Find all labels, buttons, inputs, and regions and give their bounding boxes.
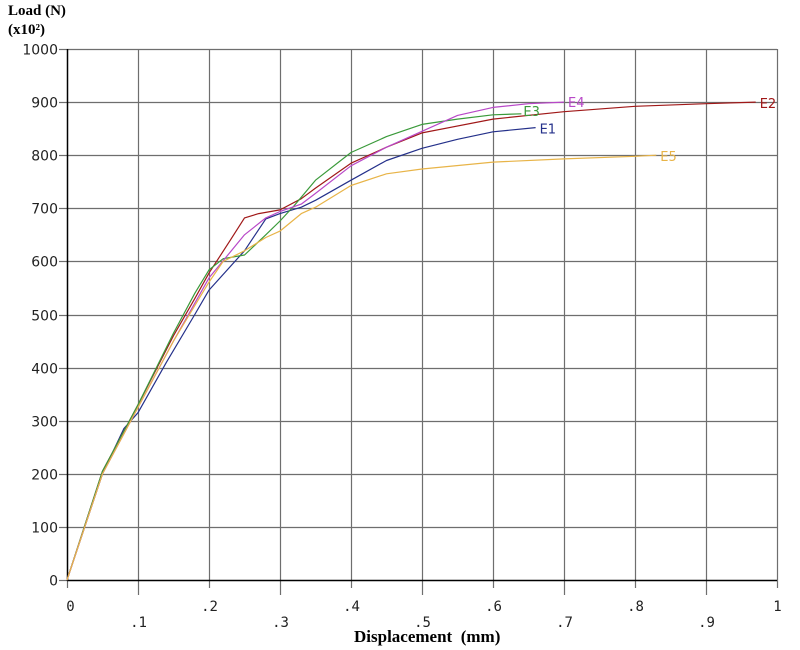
series-line-e1 bbox=[66, 127, 536, 581]
x-tick-label: .6 bbox=[485, 599, 502, 615]
series-end-labels: E1 E2 E3 E4 E5 bbox=[523, 96, 776, 165]
series-line-e2 bbox=[66, 101, 756, 581]
x-tick-label: .9 bbox=[698, 615, 715, 631]
x-tick-label: 1 bbox=[773, 599, 781, 615]
y-tick-label: 700 bbox=[31, 202, 58, 218]
x-tick-label: .5 bbox=[414, 615, 431, 631]
y-tick-label: 600 bbox=[31, 255, 58, 271]
series-label-e2: E2 bbox=[760, 97, 777, 112]
series-label-e4: E4 bbox=[568, 96, 585, 111]
series-line-e3 bbox=[66, 113, 522, 581]
y-tick-label: 900 bbox=[31, 96, 58, 112]
y-axis-title-line2: (x10²) bbox=[8, 22, 45, 38]
y-tick-label: 800 bbox=[31, 149, 58, 165]
x-tick-label: 0 bbox=[66, 599, 74, 615]
series-line-e4 bbox=[66, 101, 565, 581]
grid-lines bbox=[59, 48, 779, 595]
x-tick-label: .7 bbox=[556, 615, 573, 631]
x-axis-tick-labels: 0 .1 .2 .3 .4 .5 .6 .7 .8 .9 1 bbox=[66, 599, 781, 631]
series-label-e5: E5 bbox=[660, 150, 677, 165]
x-tick-label: .1 bbox=[130, 615, 147, 631]
y-tick-label: 500 bbox=[31, 309, 58, 325]
y-tick-label: 200 bbox=[31, 468, 58, 484]
x-tick-label: .2 bbox=[201, 599, 218, 615]
y-tick-label: 100 bbox=[31, 521, 58, 537]
y-tick-label: 0 bbox=[49, 574, 58, 590]
series-label-e3: E3 bbox=[523, 105, 540, 120]
y-tick-label: 400 bbox=[31, 362, 58, 378]
y-tick-label: 1000 bbox=[22, 43, 58, 59]
y-axis-title: Load (N) (x10²) bbox=[8, 2, 66, 40]
x-tick-label: .8 bbox=[627, 599, 644, 615]
axes bbox=[66, 49, 777, 582]
series-line-e5 bbox=[66, 154, 657, 581]
x-axis-title: Displacement (mm) bbox=[354, 627, 501, 646]
series-label-e1: E1 bbox=[540, 123, 557, 138]
x-tick-label: .4 bbox=[343, 599, 360, 615]
data-series bbox=[66, 101, 756, 581]
y-tick-label: 300 bbox=[31, 415, 58, 431]
y-axis-title-line1: Load (N) bbox=[8, 3, 66, 19]
y-axis-tick-labels: 0 100 200 300 400 500 600 700 800 900 1000 bbox=[22, 43, 58, 590]
x-tick-label: .3 bbox=[272, 615, 289, 631]
